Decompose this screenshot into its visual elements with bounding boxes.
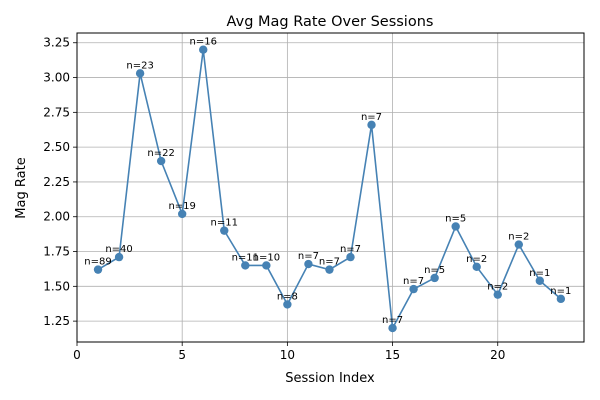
data-label: n=10 [253,252,280,263]
series-line-layer [93,45,566,333]
data-point [325,265,334,274]
grid [76,33,584,342]
data-label: n=7 [361,112,382,123]
data-label: n=2 [508,232,529,243]
x-tick-label: 5 [178,348,186,362]
data-point [220,226,229,235]
data-point [135,69,145,78]
x-tick-label: 20 [490,348,505,362]
data-point [177,209,187,219]
data-point [556,294,566,304]
y-tick-label: 1.50 [43,279,70,293]
data-point [283,300,292,309]
data-point [262,261,271,270]
y-tick-label: 2.25 [43,175,70,189]
data-label: n=11 [232,252,259,263]
x-tick-label: 0 [73,348,81,362]
y-tick-label: 2.00 [43,210,70,224]
chart-title: Avg Mag Rate Over Sessions [227,14,434,30]
y-tick-label: 3.00 [43,71,70,85]
data-label: n=1 [529,268,550,279]
data-point [472,262,481,272]
data-point [241,261,250,270]
data-label: n=2 [466,254,487,265]
data-label: n=89 [84,257,111,268]
data-point [346,252,355,262]
data-point [535,276,545,285]
y-tick-label: 2.75 [43,105,70,119]
y-axis-label: Mag Rate [14,157,29,218]
data-label: n=7 [319,257,340,268]
data-point [114,252,124,262]
data-point [367,120,376,130]
data-label: n=8 [277,291,298,302]
data-label: n=2 [487,282,508,293]
data-label: n=1 [550,286,571,297]
data-label: n=5 [445,213,466,224]
data-point [93,265,103,274]
data-point [451,222,460,231]
y-tick-label: 1.75 [43,245,70,259]
data-point [493,290,502,299]
data-label: n=23 [126,60,153,71]
data-label: n=7 [382,315,403,326]
data-point [304,259,313,269]
data-label: n=11 [211,218,238,229]
data-point [156,156,166,166]
x-tick-label: 15 [385,348,400,362]
x-axis-label: Session Index [285,371,375,386]
data-point [199,45,208,54]
data-label: n=7 [298,251,319,262]
data-label: n=7 [403,276,424,287]
data-label: n=40 [105,244,132,255]
plot-frame [76,32,585,343]
data-label: n=7 [340,244,361,255]
x-tick-label: 10 [280,348,295,362]
data-point [430,273,439,283]
data-labels-layer: n=89n=40n=23n=22n=19n=16n=11n=11n=10n=8n… [84,37,571,326]
data-label: n=16 [189,37,216,48]
data-label: n=22 [147,148,174,159]
data-point [409,284,418,294]
axis-ticks: 0 5 10 15 20 1.25 1.50 1.75 2.00 2.25 2.50 2.75 3.00… [43,36,505,362]
y-tick-label: 2.50 [43,140,70,154]
y-tick-label: 3.25 [43,36,70,50]
y-tick-label: 1.25 [43,314,70,328]
data-label: n=5 [424,265,445,276]
data-point [388,323,397,333]
data-label: n=19 [168,201,195,212]
data-point [514,240,523,249]
